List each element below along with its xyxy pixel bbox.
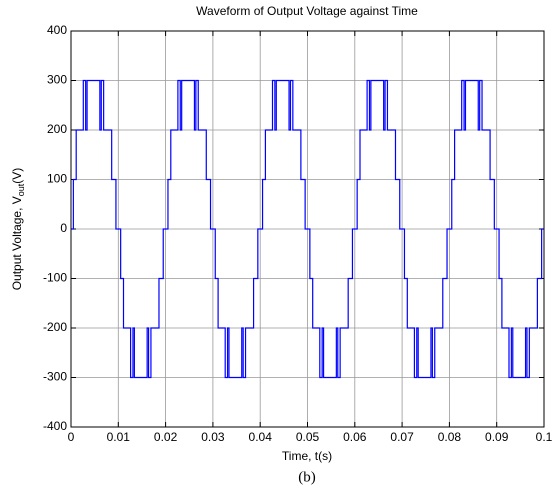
caption: (b) — [298, 469, 316, 485]
waveform-line — [71, 79, 544, 379]
x-tick-label: 0 — [68, 430, 75, 444]
y-tick-label: 100 — [47, 172, 67, 186]
y-label-subscript: out — [16, 183, 26, 196]
x-tick-label: 0.04 — [249, 430, 273, 444]
x-axis-label: Time, t(s) — [282, 449, 332, 463]
x-tick-label: 0.06 — [343, 430, 367, 444]
chart-title: Waveform of Output Voltage against Time — [196, 4, 418, 18]
y-axis-label: Output Voltage, Vout(V) — [10, 168, 26, 291]
x-tick-label: 0.03 — [201, 430, 225, 444]
x-tick-label: 0.07 — [390, 430, 414, 444]
y-tick-label: -400 — [43, 419, 67, 433]
x-tick-label: 0.1 — [536, 430, 552, 444]
y-tick-label: 200 — [47, 122, 67, 136]
x-tick-label: 0.09 — [485, 430, 509, 444]
y-tick-label: 0 — [60, 221, 67, 235]
x-tick-label: 0.05 — [296, 430, 320, 444]
y-label-unit: (V) — [10, 168, 24, 184]
y-tick-label: -300 — [43, 370, 67, 384]
x-tick-label: 0.08 — [438, 430, 462, 444]
y-tick-label: 300 — [47, 73, 67, 87]
x-tick-label: 0.02 — [154, 430, 178, 444]
y-tick-label: -100 — [43, 271, 67, 285]
y-tick-label: 400 — [47, 23, 67, 37]
y-tick-label: -200 — [43, 320, 67, 334]
plot-frame — [70, 30, 545, 428]
x-tick-label: 0.01 — [107, 430, 131, 444]
y-label-text: Output Voltage, V — [10, 196, 24, 290]
